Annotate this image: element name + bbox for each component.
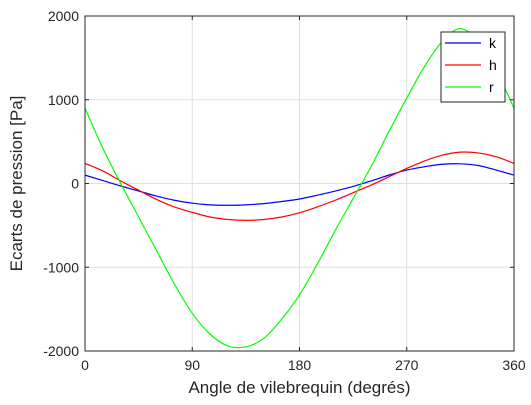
legend-label-k: k [489,35,497,51]
x-tick-label: 360 [502,357,526,373]
legend-box [440,31,506,103]
y-tick-label: -2000 [43,343,79,359]
y-tick-label: 0 [71,176,79,192]
x-tick-label: 270 [395,357,419,373]
legend-label-h: h [489,57,497,73]
y-axis-label: Ecarts de pression [Pa] [7,96,26,272]
x-axis-label: Angle de vilebrequin (degrés) [188,378,410,397]
y-tick-label: -1000 [43,259,79,275]
axis-ticks: 0 90 180 270 360 -2000 -1000 0 1000 2000 [43,8,526,373]
legend-label-r: r [489,79,494,95]
x-tick-label: 0 [81,357,89,373]
legend: khr [440,31,506,103]
series-line-k [84,163,515,206]
series-line-h [84,151,515,221]
y-tick-label: 2000 [48,8,79,24]
y-tick-label: 1000 [48,92,79,108]
x-tick-label: 90 [184,357,200,373]
x-tick-label: 180 [288,357,312,373]
